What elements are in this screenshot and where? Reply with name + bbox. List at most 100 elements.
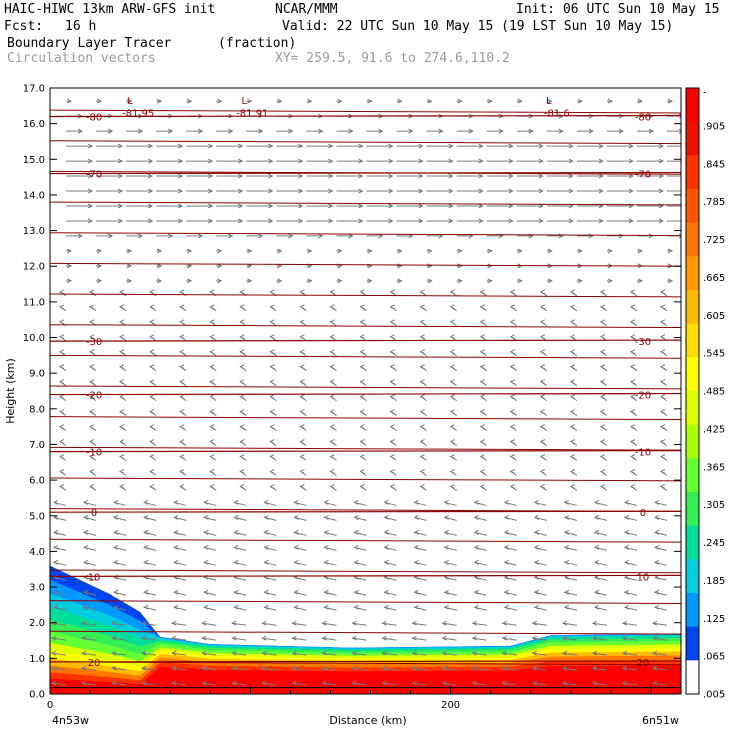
vector-head bbox=[658, 143, 665, 149]
vector-head bbox=[539, 394, 546, 400]
vector-head bbox=[119, 454, 125, 459]
vector-head bbox=[351, 680, 357, 686]
vector-head bbox=[58, 439, 65, 444]
vector-head bbox=[457, 278, 463, 284]
vector-head bbox=[203, 514, 209, 520]
vector-head bbox=[203, 544, 209, 550]
vector-head bbox=[539, 289, 546, 295]
vector-head bbox=[508, 158, 514, 164]
vector-head bbox=[126, 263, 133, 269]
vector-head bbox=[351, 665, 357, 671]
vector-head bbox=[539, 334, 546, 340]
vector-head bbox=[113, 559, 119, 565]
vector-head bbox=[233, 604, 239, 610]
vector-head bbox=[209, 289, 215, 295]
vector-head bbox=[197, 128, 204, 134]
vector-head bbox=[501, 680, 507, 686]
vector-head bbox=[473, 514, 479, 520]
vector-head bbox=[207, 203, 214, 209]
vector-head bbox=[473, 589, 479, 595]
vector-head bbox=[367, 98, 373, 104]
vector-head bbox=[323, 544, 329, 550]
vector-head bbox=[419, 304, 425, 310]
isotherm-line bbox=[50, 324, 681, 329]
vector-head bbox=[599, 409, 606, 415]
colorbar-swatch bbox=[686, 424, 699, 459]
isotherm-line bbox=[50, 477, 681, 482]
vector-head bbox=[307, 98, 313, 104]
vector-head bbox=[659, 484, 666, 489]
vector-head bbox=[298, 158, 304, 164]
vector-head bbox=[268, 203, 274, 209]
vector-head bbox=[389, 289, 395, 295]
vector-head bbox=[449, 424, 455, 430]
vector-head bbox=[443, 559, 449, 565]
vector-head bbox=[517, 98, 523, 104]
vector-head bbox=[269, 334, 275, 340]
valid-time: Valid: 22 UTC Sun 10 May 15 (19 LST Sun … bbox=[282, 19, 674, 34]
vector-head bbox=[389, 394, 395, 400]
vector-head bbox=[50, 665, 57, 671]
vector-head bbox=[637, 248, 644, 254]
vector-head bbox=[388, 188, 394, 194]
circulation-vector bbox=[352, 637, 367, 641]
circulation-vector bbox=[352, 682, 367, 686]
isotherm-line bbox=[50, 630, 681, 635]
isotherm-label: -70 bbox=[86, 170, 102, 181]
vector-head bbox=[141, 680, 147, 686]
vector-head bbox=[288, 128, 294, 134]
vector-head bbox=[96, 98, 103, 104]
vector-head bbox=[569, 319, 576, 325]
vector-head bbox=[247, 248, 253, 254]
isotherm-line bbox=[50, 232, 681, 237]
vector-head bbox=[538, 188, 544, 194]
vector-head bbox=[443, 514, 449, 520]
vector-head bbox=[629, 334, 636, 340]
vector-head bbox=[448, 143, 454, 149]
vector-head bbox=[389, 454, 395, 459]
vector-head bbox=[329, 484, 335, 489]
circulation-vector bbox=[82, 667, 97, 671]
circulation-vector bbox=[142, 667, 157, 671]
vector-head bbox=[621, 665, 628, 671]
vector-head bbox=[478, 173, 484, 179]
vector-head bbox=[471, 680, 477, 686]
vector-head bbox=[449, 319, 455, 325]
circulation-vector bbox=[352, 667, 367, 671]
vector-head bbox=[358, 158, 364, 164]
vector-head bbox=[381, 665, 387, 671]
colorbar-label: .725 bbox=[703, 235, 725, 246]
vector-head bbox=[117, 203, 124, 209]
circulation-vector bbox=[562, 682, 577, 686]
vector-head bbox=[119, 364, 125, 370]
circulation-vector bbox=[382, 637, 397, 641]
vector-head bbox=[201, 665, 207, 671]
circulation-vector bbox=[82, 682, 97, 686]
vector-head bbox=[117, 158, 124, 164]
vector-head bbox=[561, 635, 568, 641]
vector-head bbox=[293, 514, 299, 520]
model-title: HAIC-HIWC 13km ARW-GFS init bbox=[4, 2, 216, 17]
vector-head bbox=[293, 529, 299, 535]
vector-head bbox=[503, 529, 509, 535]
vector-head bbox=[621, 635, 628, 641]
vector-head bbox=[381, 650, 387, 656]
circulation-vector bbox=[172, 682, 187, 686]
vector-head bbox=[348, 128, 354, 134]
vector-head bbox=[203, 604, 209, 610]
vector-head bbox=[623, 589, 630, 595]
vector-head bbox=[321, 680, 327, 686]
circulation-vector bbox=[502, 637, 517, 641]
vector-head bbox=[569, 364, 576, 370]
vector-head bbox=[628, 158, 635, 164]
vector-head bbox=[591, 680, 598, 686]
vector-head bbox=[509, 409, 515, 415]
colorbar-swatch bbox=[686, 189, 699, 224]
vector-head bbox=[113, 529, 119, 535]
vector-head bbox=[621, 620, 628, 626]
vector-head bbox=[269, 409, 275, 415]
circulation-vector bbox=[172, 622, 187, 626]
vector-head bbox=[503, 544, 509, 550]
colorbar-swatch bbox=[686, 222, 699, 257]
vector-head bbox=[207, 188, 214, 194]
